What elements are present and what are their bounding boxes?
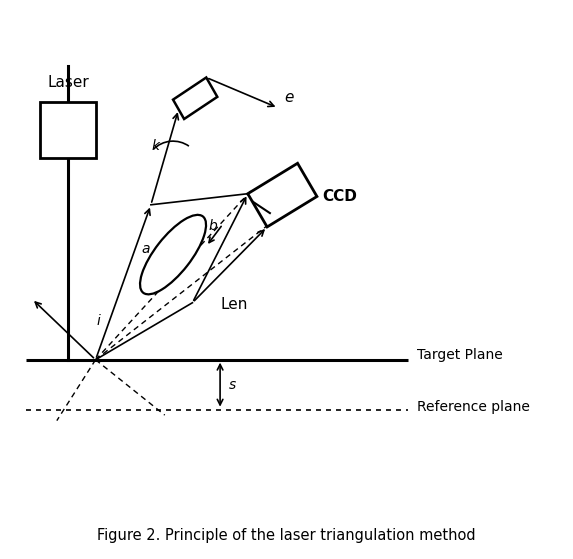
Text: Len: Len <box>220 297 248 312</box>
Ellipse shape <box>140 215 206 295</box>
Text: $a$: $a$ <box>140 242 150 256</box>
Text: $s$: $s$ <box>229 378 237 392</box>
Text: $e$: $e$ <box>284 91 295 105</box>
Text: Laser: Laser <box>47 75 89 90</box>
Text: $i$: $i$ <box>96 312 101 328</box>
Polygon shape <box>173 78 217 119</box>
Text: Reference plane: Reference plane <box>417 400 529 414</box>
Text: $k$: $k$ <box>151 138 162 153</box>
Text: CCD: CCD <box>323 189 358 204</box>
Polygon shape <box>248 163 317 227</box>
Text: $b$: $b$ <box>209 218 218 233</box>
Text: Target Plane: Target Plane <box>417 348 503 362</box>
Bar <box>40 102 96 158</box>
Text: Figure 2. Principle of the laser triangulation method: Figure 2. Principle of the laser triangu… <box>97 528 476 543</box>
